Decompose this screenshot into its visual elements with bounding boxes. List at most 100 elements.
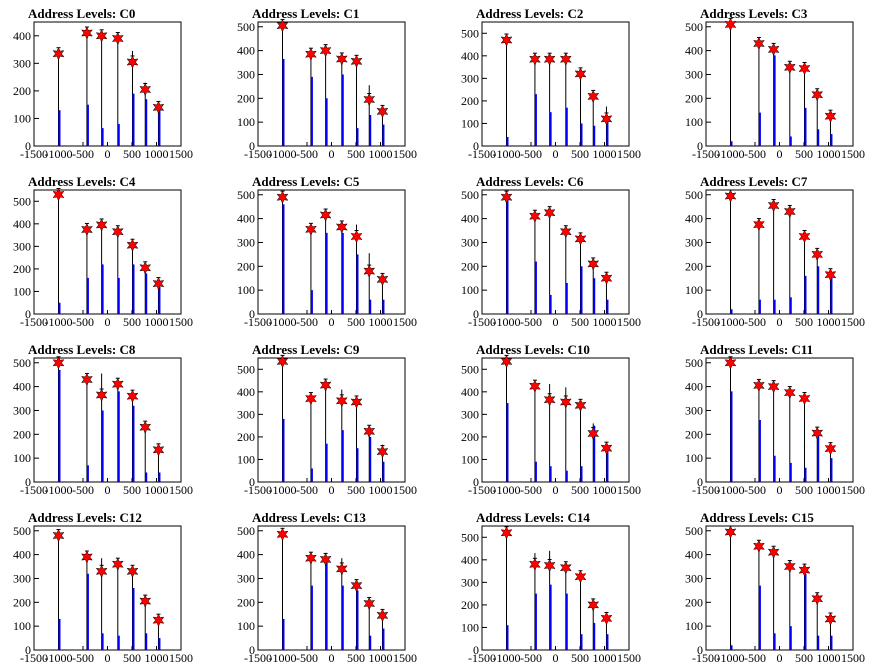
x-tick-label: 1000	[593, 483, 617, 497]
level-star-marker	[95, 388, 108, 402]
level-star-marker	[363, 424, 376, 439]
y-tick-label: 300	[685, 571, 703, 585]
level-star-marker	[319, 378, 332, 392]
x-tick-label: -1500	[20, 315, 48, 329]
x-tick-label: 1500	[617, 483, 641, 497]
x-tick-label: -500	[296, 315, 318, 329]
chart-title: Address Levels: C10	[476, 342, 590, 357]
x-tick-label: 500	[123, 315, 141, 329]
level-star-marker	[152, 276, 165, 291]
chart-title: Address Levels: C4	[28, 174, 136, 189]
y-tick-label: 200	[237, 430, 255, 444]
y-tick-label: 300	[237, 235, 255, 249]
x-tick-label: 1000	[145, 651, 169, 665]
x-tick-label: 0	[105, 651, 111, 665]
y-tick-label: 200	[13, 427, 31, 441]
level-star-marker	[52, 355, 65, 370]
x-tick-label: 1000	[817, 147, 841, 161]
chart-panel: Address Levels: C11 0 100 200 300 400 500 -1500…	[685, 342, 865, 497]
level-star-marker	[811, 87, 824, 102]
y-tick-label: 100	[461, 452, 479, 466]
y-tick-label: 200	[685, 91, 703, 105]
x-tick-label: -1000	[45, 147, 73, 161]
y-tick-label: 400	[13, 217, 31, 231]
y-tick-label: 400	[237, 212, 255, 226]
y-tick-label: 100	[13, 284, 31, 298]
x-tick-label: 500	[347, 483, 365, 497]
x-tick-label: 1000	[369, 651, 393, 665]
level-star-marker	[587, 89, 600, 104]
x-tick-label: -500	[744, 315, 766, 329]
chart-title: Address Levels: C14	[476, 510, 590, 525]
x-tick-label: 0	[553, 315, 559, 329]
x-tick-label: 0	[553, 483, 559, 497]
level-star-marker	[798, 229, 811, 244]
level-star-marker	[335, 220, 348, 234]
level-star-marker	[81, 26, 93, 40]
level-star-marker	[126, 238, 139, 253]
x-tick-label: 1000	[369, 483, 393, 497]
level-star-marker	[574, 398, 587, 413]
x-tick-label: -1000	[717, 483, 745, 497]
y-tick-label: 300	[13, 403, 31, 417]
x-tick-label: -1000	[45, 315, 73, 329]
level-star-marker	[753, 539, 765, 554]
level-star-marker	[376, 608, 389, 623]
x-tick-label: 500	[571, 147, 589, 161]
x-tick-label: 500	[795, 483, 813, 497]
x-tick-label: 500	[571, 483, 589, 497]
y-tick-label: 100	[237, 452, 255, 466]
level-star-marker	[767, 42, 780, 57]
chart-panel: Address Levels: C12 0 100 200 300 400 500 -1500…	[13, 510, 193, 665]
level-star-marker	[783, 559, 796, 574]
x-tick-label: -1000	[493, 147, 521, 161]
x-tick-label: 1500	[841, 483, 865, 497]
x-tick-label: 0	[329, 651, 335, 665]
x-tick-label: -1500	[692, 483, 720, 497]
level-star-marker	[824, 612, 837, 626]
y-tick-label: 200	[685, 595, 703, 609]
x-tick-label: 500	[795, 315, 813, 329]
level-star-marker	[305, 391, 317, 406]
y-tick-label: 400	[461, 49, 479, 63]
y-tick-label: 400	[237, 44, 255, 58]
level-star-marker	[276, 354, 289, 369]
level-star-marker	[783, 204, 796, 219]
x-tick-label: -1000	[717, 315, 745, 329]
level-star-marker	[529, 557, 541, 572]
level-star-marker	[350, 54, 363, 69]
y-tick-label: 200	[461, 94, 479, 108]
x-tick-label: 1500	[841, 651, 865, 665]
level-star-marker	[363, 264, 376, 278]
y-tick-label: 200	[685, 427, 703, 441]
y-tick-label: 0	[249, 475, 255, 489]
level-star-marker	[305, 551, 317, 566]
y-tick-label: 200	[237, 595, 255, 609]
x-tick-label: 0	[777, 651, 783, 665]
y-tick-label: 100	[237, 115, 255, 129]
x-tick-label: 0	[777, 147, 783, 161]
level-star-marker	[529, 209, 541, 224]
x-tick-label: 1000	[817, 483, 841, 497]
y-tick-label: 300	[13, 571, 31, 585]
y-tick-label: 0	[697, 475, 703, 489]
level-star-marker	[152, 613, 165, 628]
level-star-marker	[126, 564, 139, 579]
y-tick-label: 400	[237, 548, 255, 562]
level-star-marker	[559, 224, 572, 239]
chart-panel: Address Levels: C80100200300400500-1500-…	[13, 342, 193, 497]
y-tick-label: 200	[461, 259, 479, 273]
chart-title: Address Levels: C12	[28, 510, 142, 525]
x-tick-label: 500	[347, 315, 365, 329]
level-star-marker	[753, 217, 765, 232]
y-tick-label: 400	[237, 385, 255, 399]
level-star-marker	[305, 222, 317, 237]
level-star-marker	[783, 385, 796, 400]
x-tick-label: -1000	[269, 483, 297, 497]
y-tick-label: 300	[685, 67, 703, 81]
y-tick-label: 500	[13, 524, 31, 538]
x-tick-label: 500	[347, 651, 365, 665]
level-star-marker	[126, 55, 139, 69]
level-star-marker	[81, 222, 93, 237]
y-tick-label: 300	[237, 67, 255, 81]
